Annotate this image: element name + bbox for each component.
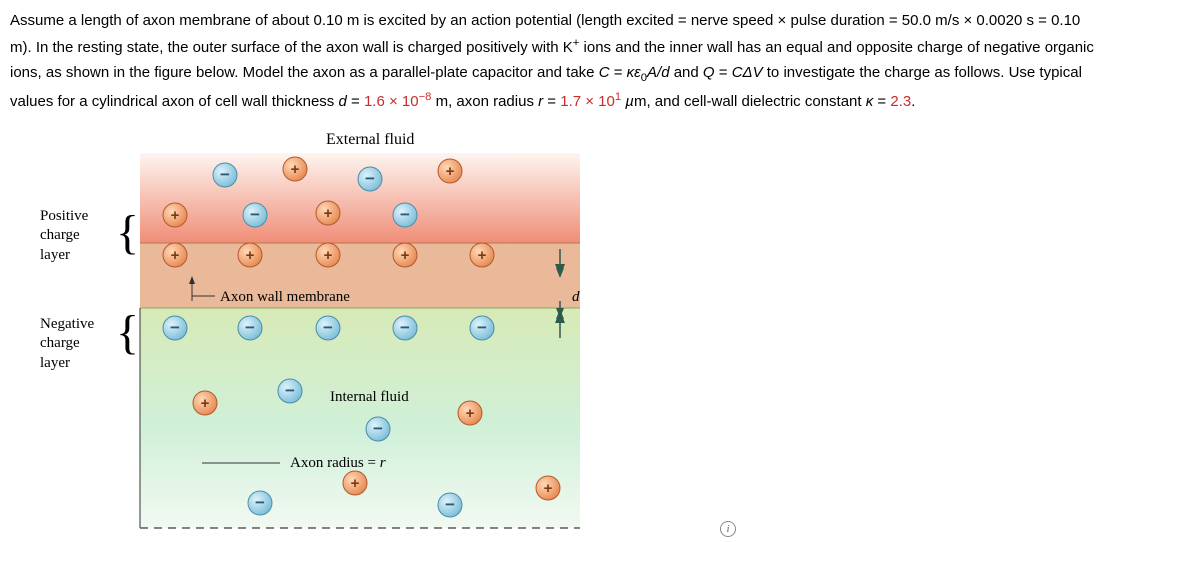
svg-text:−: − <box>170 318 180 337</box>
svg-text:+: + <box>351 475 360 492</box>
text: charge <box>40 335 80 351</box>
unit-r: m, and cell-wall dielectric constant <box>634 93 866 110</box>
svg-text:−: − <box>373 419 383 438</box>
text: Axon radius = <box>290 455 380 471</box>
svg-text:+: + <box>466 405 475 422</box>
label-axon-radius: Axon radius = r <box>290 455 386 472</box>
svg-text:−: − <box>365 169 375 188</box>
text: Positive <box>40 208 88 224</box>
svg-text:+: + <box>446 163 455 180</box>
label-positive-layer: Positive charge layer <box>40 207 88 266</box>
text: Negative <box>40 316 94 332</box>
text: = <box>873 93 890 110</box>
svg-text:−: − <box>285 381 295 400</box>
svg-text:−: − <box>255 493 265 512</box>
text: and <box>670 64 703 81</box>
svg-text:−: − <box>245 318 255 337</box>
svg-text:+: + <box>544 480 553 497</box>
svg-text:+: + <box>324 247 333 264</box>
cdv: CΔV <box>732 64 763 81</box>
value-kappa: 2.3 <box>890 93 911 110</box>
svg-text:+: + <box>201 395 210 412</box>
svg-text:+: + <box>478 247 487 264</box>
period: . <box>911 93 915 110</box>
svg-text:−: − <box>400 318 410 337</box>
text: ions, as shown in the figure below. Mode… <box>10 64 599 81</box>
label-axon-wall: Axon wall membrane <box>220 289 350 306</box>
label-external-fluid: External fluid <box>326 131 414 149</box>
svg-text:−: − <box>477 318 487 337</box>
exp-d: −8 <box>419 91 432 103</box>
brace-icon: { <box>116 309 139 357</box>
axon-figure: External fluid Positive charge layer { N… <box>130 133 610 533</box>
text: = <box>715 64 732 81</box>
svg-text:+: + <box>324 205 333 222</box>
svg-text:−: − <box>250 205 260 224</box>
text: layer <box>40 355 70 371</box>
axon-diagram-svg: − + − + + − + − + + + + + − − − − − + <box>130 133 590 533</box>
svg-text:−: − <box>400 205 410 224</box>
label-internal-fluid: Internal fluid <box>330 389 409 406</box>
value-r: 1.7 × 10 <box>560 93 615 110</box>
text: charge <box>40 227 80 243</box>
svg-text:−: − <box>323 318 333 337</box>
svg-text:+: + <box>171 207 180 224</box>
svg-text:+: + <box>401 247 410 264</box>
text: values for a cylindrical axon of cell wa… <box>10 93 338 110</box>
text: = <box>610 64 627 81</box>
var-d: d <box>338 93 346 110</box>
svg-text:+: + <box>171 247 180 264</box>
kappa: κε <box>627 64 641 81</box>
unit-d: m, axon radius <box>431 93 538 110</box>
text: layer <box>40 247 70 263</box>
text: to investigate the charge as follows. Us… <box>763 64 1082 81</box>
text: = <box>347 93 364 110</box>
var-r: r <box>380 455 386 471</box>
text: m). In the resting state, the outer surf… <box>10 39 573 56</box>
text: = <box>543 93 560 110</box>
text: Assume a length of axon membrane of abou… <box>10 12 1080 29</box>
micro: µ <box>621 93 634 110</box>
svg-text:+: + <box>291 161 300 178</box>
var-q: Q <box>703 64 715 81</box>
svg-text:−: − <box>445 495 455 514</box>
svg-text:−: − <box>220 165 230 184</box>
a-over-d: A/d <box>647 64 670 81</box>
text: ions and the inner wall has an equal and… <box>579 39 1094 56</box>
problem-statement: Assume a length of axon membrane of abou… <box>10 8 1190 115</box>
svg-text:+: + <box>246 247 255 264</box>
var-c: C <box>599 64 610 81</box>
label-d: d <box>572 289 580 306</box>
label-negative-layer: Negative charge layer <box>40 315 94 374</box>
brace-icon: { <box>116 209 139 257</box>
info-icon[interactable]: i <box>720 521 736 537</box>
value-d: 1.6 × 10 <box>364 93 419 110</box>
